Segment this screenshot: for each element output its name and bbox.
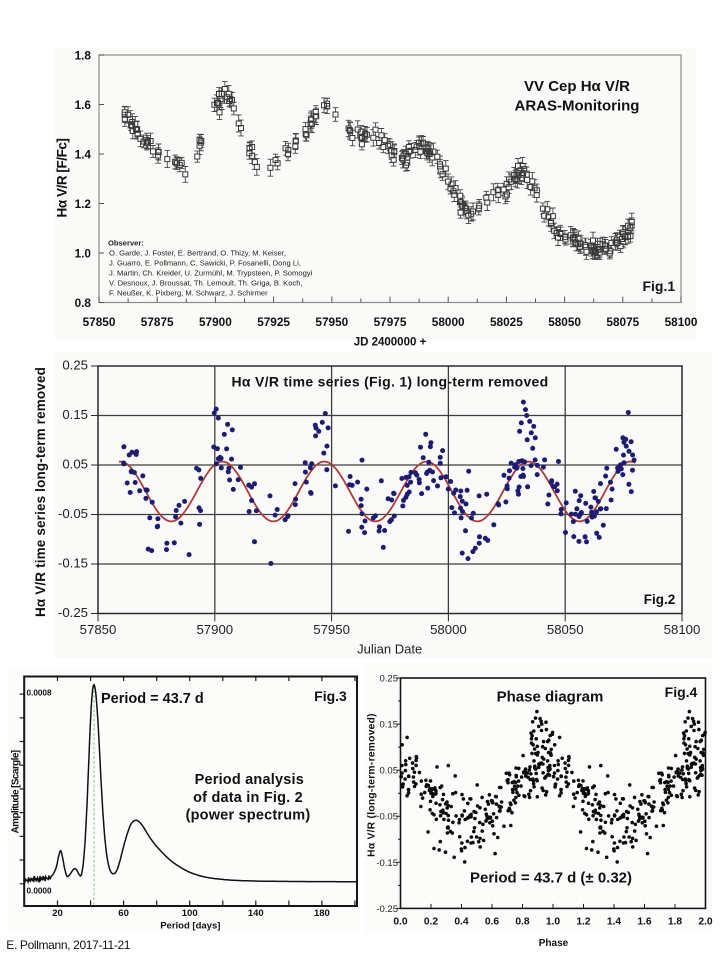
svg-text:140: 140 <box>248 908 264 919</box>
svg-text:Phase diagram: Phase diagram <box>497 689 604 706</box>
svg-text:57850: 57850 <box>80 622 117 637</box>
svg-text:Hα V/R [F/Fc]: Hα V/R [F/Fc] <box>55 139 70 218</box>
svg-text:Fig.3: Fig.3 <box>314 688 347 704</box>
svg-text:58100: 58100 <box>664 622 701 637</box>
svg-text:V. Desnoux, J. Broussat, Th. L: V. Desnoux, J. Broussat, Th. Lemoult, Th… <box>109 279 303 288</box>
svg-text:-0.15: -0.15 <box>376 858 398 869</box>
svg-text:0.2: 0.2 <box>424 917 439 928</box>
svg-text:1.4: 1.4 <box>75 147 92 161</box>
svg-text:180: 180 <box>314 908 330 919</box>
svg-text:58050: 58050 <box>547 622 584 637</box>
svg-text:1.4: 1.4 <box>607 917 622 928</box>
svg-text:1.8: 1.8 <box>75 48 92 62</box>
svg-text:Phase: Phase <box>539 938 569 949</box>
svg-text:-0.15: -0.15 <box>58 556 88 571</box>
svg-text:0.0000: 0.0000 <box>27 887 52 896</box>
svg-text:Fig.2: Fig.2 <box>644 592 676 607</box>
svg-text:JD 2400000 +: JD 2400000 + <box>354 337 427 349</box>
svg-text:Period analysis: Period analysis <box>195 772 304 788</box>
svg-text:1.8: 1.8 <box>668 917 683 928</box>
svg-text:Amplitude [Scargle]: Amplitude [Scargle] <box>11 750 22 833</box>
svg-text:0.15: 0.15 <box>62 407 88 422</box>
svg-text:58000: 58000 <box>430 622 467 637</box>
svg-text:20: 20 <box>52 908 63 919</box>
svg-text:O. Garde, J. Foster, E. Bertra: O. Garde, J. Foster, E. Bertrand, O. Thi… <box>109 249 286 258</box>
svg-text:0.05: 0.05 <box>62 457 88 472</box>
svg-text:0.6: 0.6 <box>485 917 500 928</box>
svg-text:57850: 57850 <box>83 315 116 329</box>
svg-text:J. Guarro, E. Pollmann, C. Saw: J. Guarro, E. Pollmann, C. Sawicki, P. F… <box>109 259 301 268</box>
svg-text:1.2: 1.2 <box>75 197 92 211</box>
svg-text:0.05: 0.05 <box>380 766 399 777</box>
svg-text:ARAS-Monitoring: ARAS-Monitoring <box>515 98 640 115</box>
svg-text:58000: 58000 <box>432 315 465 329</box>
svg-text:VV Cep Hα V/R: VV Cep Hα V/R <box>524 78 630 95</box>
svg-text:0.25: 0.25 <box>380 674 399 685</box>
svg-text:58050: 58050 <box>548 315 581 329</box>
svg-text:57900: 57900 <box>196 622 233 637</box>
svg-text:(power spectrum): (power spectrum) <box>186 808 311 824</box>
svg-text:0.15: 0.15 <box>380 720 399 731</box>
svg-text:Hα V/R time series long-term r: Hα V/R time series long-term removed <box>33 367 48 617</box>
svg-text:58075: 58075 <box>606 315 639 329</box>
svg-text:1.0: 1.0 <box>546 917 561 928</box>
svg-text:1.6: 1.6 <box>637 917 652 928</box>
svg-text:0.8: 0.8 <box>515 917 530 928</box>
svg-text:E. Pollmann, 2017-11-21: E. Pollmann, 2017-11-21 <box>6 938 130 952</box>
svg-text:57900: 57900 <box>199 315 232 329</box>
svg-text:Hα V/R (long-term-removed): Hα V/R (long-term-removed) <box>367 713 378 857</box>
svg-text:60: 60 <box>118 908 129 919</box>
svg-text:0.0008: 0.0008 <box>27 689 52 698</box>
svg-text:Fig.4: Fig.4 <box>665 684 698 700</box>
svg-text:1.0: 1.0 <box>75 246 92 260</box>
svg-text:0.4: 0.4 <box>454 917 469 928</box>
svg-text:Period = 43.7 d: Period = 43.7 d <box>101 691 204 707</box>
svg-text:-0.25: -0.25 <box>58 605 88 620</box>
svg-text:Period [days]: Period [days] <box>160 921 220 932</box>
svg-text:-0.25: -0.25 <box>376 904 398 915</box>
svg-text:-0.05: -0.05 <box>58 506 88 521</box>
svg-text:-0.05: -0.05 <box>376 812 398 823</box>
svg-text:J. Martin, Ch. Kreider, U. Zur: J. Martin, Ch. Kreider, U. Zurmühl, M. T… <box>109 269 313 278</box>
svg-text:0.8: 0.8 <box>75 296 92 310</box>
svg-text:Fig.1: Fig.1 <box>642 278 675 294</box>
svg-text:57925: 57925 <box>257 315 290 329</box>
svg-text:Hα V/R time series (Fig. 1) lo: Hα V/R time series (Fig. 1) long-term re… <box>232 374 549 390</box>
svg-text:58100: 58100 <box>665 315 698 329</box>
svg-text:100: 100 <box>182 908 198 919</box>
svg-text:57950: 57950 <box>313 622 350 637</box>
svg-text:1.2: 1.2 <box>576 917 591 928</box>
svg-text:57875: 57875 <box>141 315 174 329</box>
svg-text:F. Neußer, K. Pixberg, M. Schw: F. Neußer, K. Pixberg, M. Schwarz, J. Sc… <box>109 289 268 298</box>
svg-text:58025: 58025 <box>490 315 523 329</box>
svg-text:Period = 43.7 d (± 0.32): Period = 43.7 d (± 0.32) <box>470 870 632 887</box>
svg-text:0.25: 0.25 <box>62 358 88 373</box>
svg-text:57950: 57950 <box>315 315 348 329</box>
svg-text:2.0: 2.0 <box>698 917 713 928</box>
svg-text:1.6: 1.6 <box>75 98 92 112</box>
svg-text:Julian Date: Julian Date <box>357 642 422 657</box>
svg-text:0.0: 0.0 <box>393 917 408 928</box>
svg-text:Observer:: Observer: <box>108 239 144 248</box>
svg-text:57975: 57975 <box>374 315 407 329</box>
svg-text:of data in Fig. 2: of data in Fig. 2 <box>193 790 303 806</box>
